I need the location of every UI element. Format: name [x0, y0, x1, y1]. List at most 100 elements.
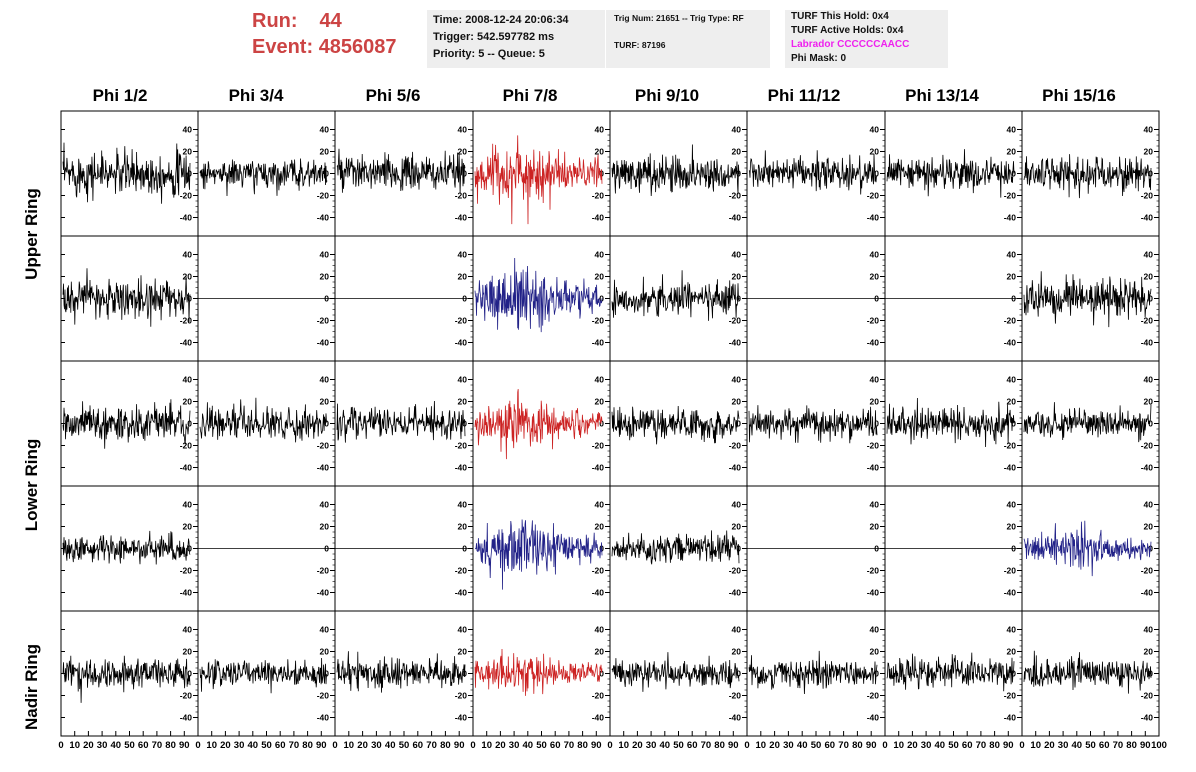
- x-tick-label: 40: [385, 740, 396, 751]
- waveform-panel-r4-c1: 40 20 0 -20 -40: [60, 485, 199, 612]
- y-tick-label: 20: [732, 647, 742, 657]
- waveform-trace: [611, 530, 740, 565]
- x-tick-label: 90: [728, 740, 739, 751]
- x-tick-label: 20: [769, 740, 780, 751]
- y-tick-label: -20: [729, 316, 742, 326]
- y-tick-label: 20: [1144, 272, 1154, 282]
- y-tick-label: -40: [592, 713, 605, 723]
- y-tick-label: 20: [458, 522, 468, 532]
- waveform-trace: [748, 150, 878, 195]
- y-tick-label: 0: [324, 419, 329, 429]
- x-tick-label: 50: [948, 740, 959, 751]
- y-tick-label: -40: [1004, 338, 1017, 348]
- run-event-box: Run: 44 Event: 4856087: [252, 8, 397, 60]
- y-tick-label: 20: [458, 272, 468, 282]
- waveform-trace: [336, 651, 466, 693]
- y-tick-label: -40: [729, 588, 742, 598]
- y-tick-label: 20: [458, 147, 468, 157]
- panel-frame: [609, 360, 748, 487]
- y-tick-label: 40: [183, 125, 193, 135]
- waveform-trace: [62, 655, 191, 703]
- y-tick-label: -40: [867, 213, 880, 223]
- x-tick-label: 70: [426, 740, 437, 751]
- x-tick-label: 30: [921, 740, 932, 751]
- y-tick-label: 0: [599, 419, 604, 429]
- y-tick-label: -40: [592, 213, 605, 223]
- y-tick-label: -20: [1004, 316, 1017, 326]
- y-tick-label: 40: [732, 625, 742, 635]
- x-tick-label: 80: [1126, 740, 1137, 751]
- y-tick-label: 20: [320, 397, 330, 407]
- waveform-panel-r5-c7: 40 20 0 -20 -40: [884, 610, 1023, 737]
- x-tick-label: 70: [1113, 740, 1124, 751]
- waveform-trace: [1023, 650, 1152, 694]
- time-info-panel: Time: 2008-12-24 20:06:34 Trigger: 542.5…: [427, 10, 605, 68]
- y-tick-label: -40: [592, 338, 605, 348]
- y-tick-label: -40: [317, 713, 330, 723]
- turf-text: TURF: 87196: [614, 40, 666, 50]
- x-tick-label: 90: [866, 740, 877, 751]
- y-tick-label: -20: [1141, 316, 1154, 326]
- y-tick-label: 20: [320, 647, 330, 657]
- x-tick-label: 40: [935, 740, 946, 751]
- y-tick-label: -40: [180, 588, 193, 598]
- y-tick-label: 40: [320, 125, 330, 135]
- y-tick-label: 0: [1148, 419, 1153, 429]
- y-tick-label: 40: [320, 375, 330, 385]
- waveform-panel-r3-c2: 40 20 0 -20 -40: [197, 360, 336, 487]
- event-label: Event:: [252, 36, 314, 58]
- x-tick-label: 30: [97, 740, 108, 751]
- x-tick-label: 80: [577, 740, 588, 751]
- trigger-info-panel: Trig Num: 21651 -- Trig Type: RF TURF: 8…: [606, 10, 770, 68]
- x-tick-label: 50: [811, 740, 822, 751]
- y-tick-label: 20: [183, 397, 193, 407]
- time-text: Time: 2008-12-24 20:06:34: [433, 14, 569, 26]
- y-tick-label: -20: [1004, 191, 1017, 201]
- y-tick-label: 40: [183, 375, 193, 385]
- y-tick-label: -20: [1141, 566, 1154, 576]
- waveform-trace: [474, 648, 603, 696]
- x-tick-label: 0: [882, 740, 887, 751]
- y-tick-label: 0: [324, 169, 329, 179]
- y-tick-label: -40: [867, 713, 880, 723]
- y-tick-label: 0: [599, 669, 604, 679]
- y-tick-label: 40: [183, 250, 193, 260]
- y-tick-label: 20: [1144, 397, 1154, 407]
- y-tick-label: 20: [458, 397, 468, 407]
- y-tick-label: 40: [732, 125, 742, 135]
- y-tick-label: -40: [1141, 713, 1154, 723]
- x-tick-label: 80: [714, 740, 725, 751]
- waveform-trace: [62, 142, 191, 204]
- waveform-trace: [199, 158, 328, 197]
- y-tick-label: -20: [455, 691, 468, 701]
- x-tick-label: 50: [124, 740, 135, 751]
- y-tick-label: 0: [736, 669, 741, 679]
- waveform-panel-r5-c2: 40 20 0 -20 -40: [197, 610, 336, 737]
- waveform-trace: [1023, 402, 1152, 443]
- y-tick-label: -40: [180, 463, 193, 473]
- x-tick-label: 30: [509, 740, 520, 751]
- x-tick-label: 20: [632, 740, 643, 751]
- x-tick-label: 60: [138, 740, 149, 751]
- y-tick-label: -20: [867, 316, 880, 326]
- y-tick-label: 20: [595, 522, 605, 532]
- y-tick-label: -40: [867, 588, 880, 598]
- y-tick-label: 0: [187, 544, 192, 554]
- y-tick-label: -20: [592, 191, 605, 201]
- y-tick-label: -20: [455, 566, 468, 576]
- y-tick-label: -40: [180, 713, 193, 723]
- y-tick-label: 20: [1007, 397, 1017, 407]
- x-tick-label: 40: [248, 740, 259, 751]
- waveform-panel-r5-c1: 40 20 0 -20 -40: [60, 610, 199, 737]
- y-tick-label: 0: [1148, 294, 1153, 304]
- y-tick-label: 40: [870, 125, 880, 135]
- x-tick-label: 20: [495, 740, 506, 751]
- y-tick-label: 0: [736, 419, 741, 429]
- y-tick-label: -40: [1004, 213, 1017, 223]
